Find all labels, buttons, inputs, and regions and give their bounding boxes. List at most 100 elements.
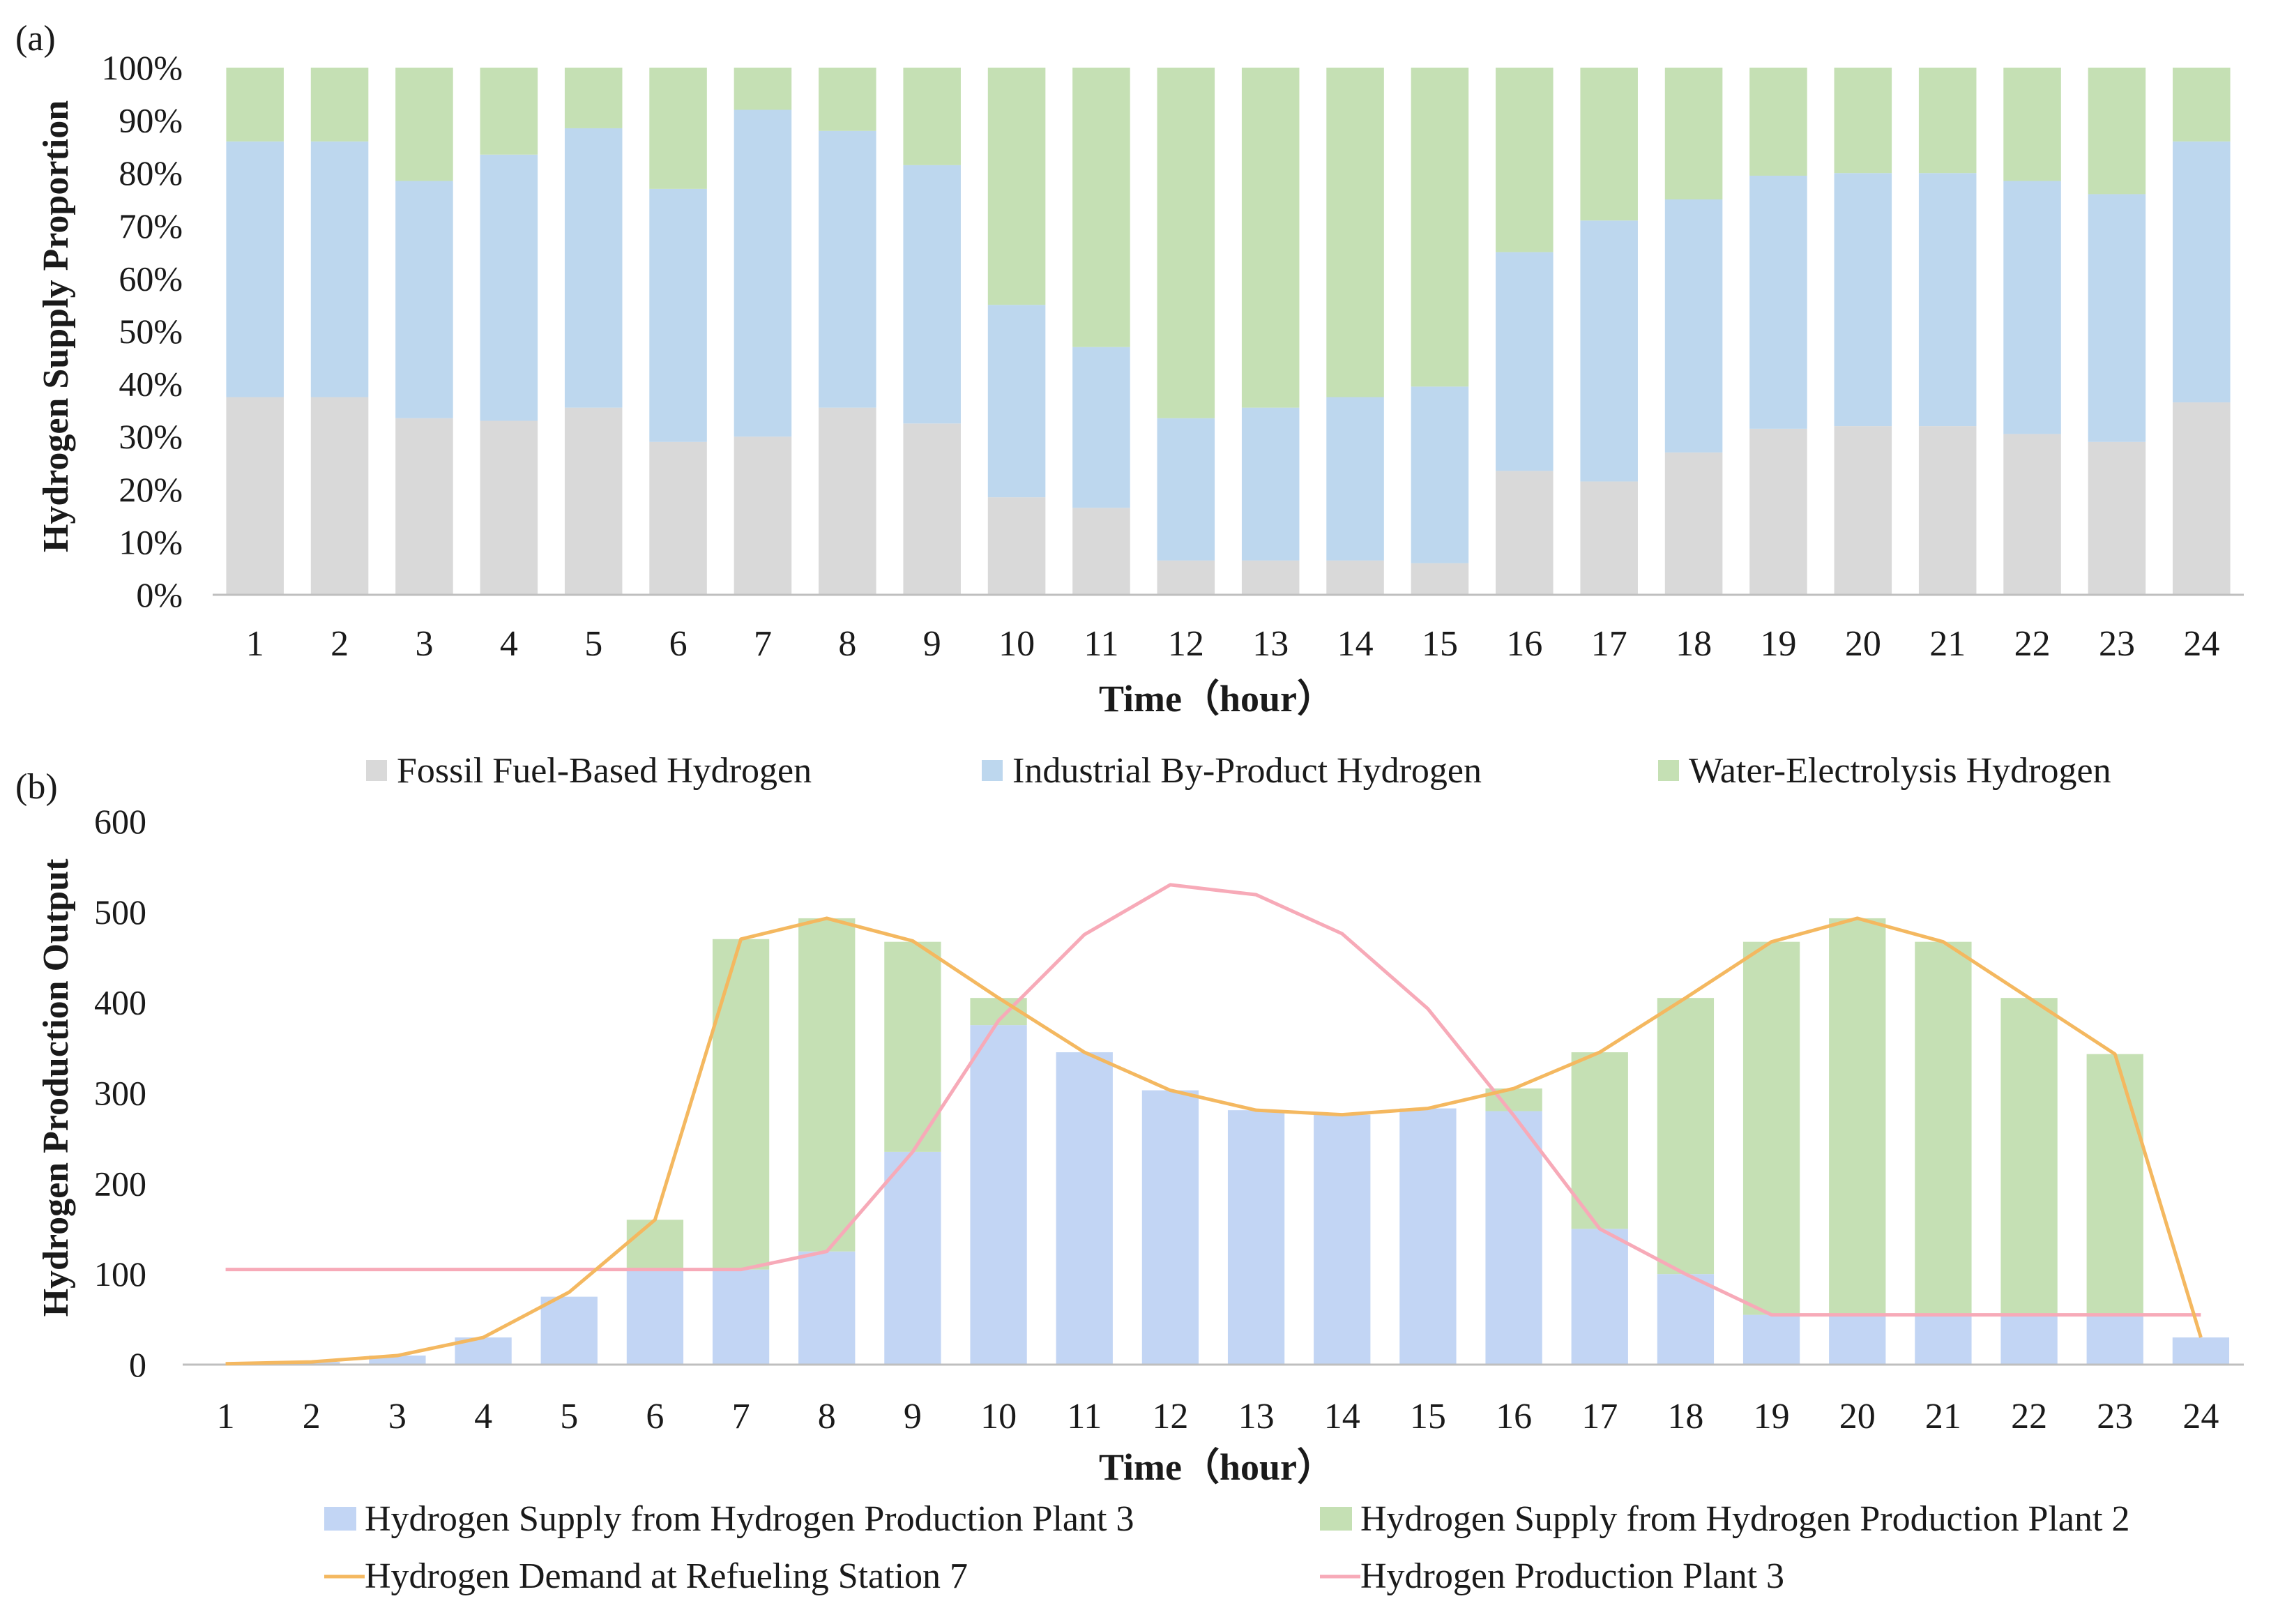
chart-b-y-tick-label: 100 [94, 1254, 146, 1293]
chart-a-bar-segment [1157, 418, 1215, 561]
chart-a-bar-segment [1918, 426, 1977, 595]
chart-b-x-tick-label: 5 [560, 1397, 578, 1436]
chart-b-bar-segment [1915, 941, 1972, 1315]
chart-a-y-tick-label: 30% [119, 417, 183, 456]
chart-b-x-tick-label: 14 [1324, 1397, 1360, 1436]
chart-a-bar-segment [226, 141, 284, 397]
chart-a-x-tick-label: 16 [1506, 624, 1542, 664]
chart-b-bar-segment [2000, 1314, 2058, 1365]
chart-b-x-tick-label: 10 [980, 1397, 1017, 1436]
chart-a-legend-swatch [982, 760, 1003, 781]
chart-b-y-tick-label: 300 [94, 1074, 146, 1113]
chart-b-bar-segment [1915, 1314, 1972, 1365]
chart-a-bar-segment [1749, 175, 1807, 429]
chart-a-y-tick-label: 10% [119, 522, 183, 561]
chart-a-y-tick-label: 80% [119, 153, 183, 192]
chart-b-lines [225, 883, 2203, 1366]
chart-a-bar-segment [1241, 560, 1300, 595]
chart-a-legend-label: Water-Electrolysis Hydrogen [1689, 751, 2111, 791]
chart-b-bar-segment [884, 1151, 941, 1365]
chart-a-bar-segment [480, 154, 538, 421]
chart-a-bar-segment [1496, 252, 1554, 471]
chart-a-bar-segment [310, 68, 369, 142]
chart-b-x-tick-label: 9 [904, 1397, 922, 1436]
chart-a-x-tick-label: 10 [998, 624, 1035, 664]
chart-a-bar-segment [1580, 68, 1638, 221]
chart-a-x-tick-label: 3 [415, 624, 433, 664]
chart-b-x-tick-label: 7 [732, 1397, 750, 1436]
chart-b-bars [197, 918, 2230, 1365]
chart-b-x-tick-label: 8 [818, 1397, 836, 1436]
chart-a-bar-segment [2003, 68, 2061, 181]
chart-b-bar-segment [540, 1296, 598, 1365]
chart-b-legend-label: Hydrogen Supply from Hydrogen Production… [1360, 1499, 2129, 1539]
chart-b-x-ticks: 1 2 3 4 5 6 7 8 9 10 11 12 13 14 15 16 17 18 19 20 21 22 23 24 [217, 1397, 2219, 1436]
chart-a-bar-segment [734, 68, 792, 110]
chart-a-y-ticks: 0% 10% 20% 30% 40% 50% 60% 70% 80% 90% 100% [101, 48, 183, 614]
chart-a-y-axis-label: Hydrogen Supply Proportion [36, 100, 76, 552]
chart-a-bar-segment [564, 407, 623, 595]
chart-a-bar-segment [1411, 68, 1469, 387]
chart-a-bar-segment [1496, 68, 1554, 252]
chart-a-bar-segment [649, 188, 707, 442]
chart-a-x-tick-label: 6 [669, 624, 688, 664]
chart-b-bar-segment [1571, 1052, 1628, 1229]
chart-a-bar-segment [1072, 508, 1130, 595]
chart-a-x-tick-label: 5 [584, 624, 602, 664]
chart-a-bar-segment [2088, 68, 2146, 195]
chart-a-x-ticks: 1 2 3 4 5 6 7 8 9 10 11 12 13 14 15 16 17 18 19 20 21 22 23 24 [246, 624, 2220, 664]
chart-b-y-tick-label: 500 [94, 893, 146, 932]
chart-a-x-tick-label: 7 [754, 624, 772, 664]
chart-a-x-tick-label: 4 [500, 624, 518, 664]
chart-a-bar-segment [1072, 68, 1130, 347]
chart-a-bar-segment [1157, 68, 1215, 418]
chart-b-legend-swatch [324, 1507, 356, 1531]
chart-b-x-tick-label: 19 [1754, 1397, 1790, 1436]
chart-b-x-tick-label: 13 [1238, 1397, 1275, 1436]
chart-b-x-tick-label: 6 [646, 1397, 664, 1436]
chart-b-legend-swatch [1320, 1507, 1352, 1531]
chart-a-y-tick-label: 90% [119, 101, 183, 140]
chart-a-bar-segment [2173, 141, 2231, 403]
chart-b-y-tick-label: 200 [94, 1164, 146, 1203]
chart-b-x-tick-label: 15 [1410, 1397, 1446, 1436]
chart-a-legend-swatch [1658, 760, 1679, 781]
chart-a-y-tick-label: 60% [119, 259, 183, 298]
chart-a-bar-segment [1496, 471, 1554, 595]
chart-b-y-tick-label: 0 [129, 1345, 146, 1384]
chart-b-x-tick-label: 23 [2097, 1397, 2133, 1436]
chart-a-bars [226, 68, 2231, 595]
chart-a-bar-segment [1157, 560, 1215, 595]
chart-b-bar-segment [1314, 1114, 1371, 1365]
chart-a-x-tick-label: 17 [1591, 624, 1627, 664]
chart-a-bar-segment [1664, 199, 1723, 453]
chart-a-bar-segment [819, 407, 876, 595]
chart-b-bar-segment [970, 1025, 1027, 1365]
chart-b-y-ticks: 0 100 200 300 400 500 600 [94, 802, 146, 1384]
chart-b-bar-segment [1399, 1108, 1457, 1365]
chart-b-x-axis-label: Time（hour） [1099, 1446, 1335, 1488]
chart-a-bar-segment [1580, 481, 1638, 595]
chart-a-bar-segment [2088, 441, 2146, 595]
chart-a-bar-segment [987, 305, 1046, 498]
chart-a-bar-segment [395, 68, 453, 181]
chart-a-bar-segment [1411, 386, 1469, 563]
chart-a-bar-segment [2173, 402, 2231, 595]
chart-a-x-tick-label: 24 [2183, 624, 2219, 664]
chart-a-bar-segment [2003, 181, 2061, 434]
chart-b-bar-segment [1571, 1229, 1628, 1365]
chart-a-x-tick-label: 13 [1252, 624, 1289, 664]
chart-a-y-tick-label: 50% [119, 312, 183, 351]
chart-b-bar-segment [884, 941, 941, 1152]
chart-a-x-tick-label: 12 [1168, 624, 1204, 664]
chart-a-bar-segment [987, 68, 1046, 305]
chart-b-bar-segment [1829, 918, 1886, 1315]
chart-a-bar-segment [395, 418, 453, 595]
chart-b-x-tick-label: 2 [303, 1397, 321, 1436]
chart-b-legend-label: Hydrogen Demand at Refueling Station 7 [365, 1556, 968, 1596]
chart-b-series-line [225, 916, 2203, 1366]
chart-b-x-tick-label: 16 [1496, 1397, 1532, 1436]
chart-a-bar-segment [310, 141, 369, 397]
chart-b-bar-segment [626, 1269, 684, 1365]
chart-a-x-axis-label: Time（hour） [1099, 678, 1335, 720]
